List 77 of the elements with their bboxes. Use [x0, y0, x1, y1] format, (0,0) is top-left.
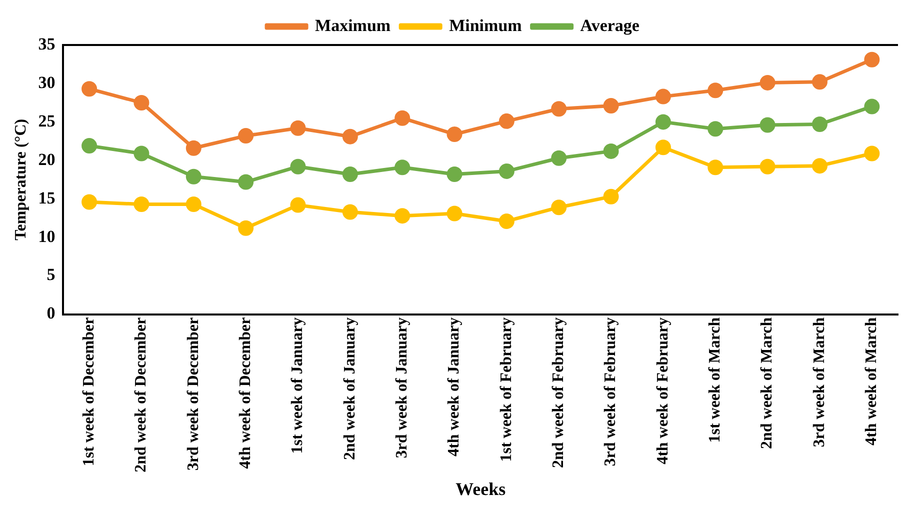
point	[394, 208, 410, 224]
point	[760, 74, 776, 90]
point	[446, 206, 462, 222]
y-tick-label: 30	[38, 72, 56, 92]
point	[864, 52, 880, 68]
point	[603, 98, 619, 114]
y-tick-label: 20	[38, 150, 56, 169]
y-tick-label: 0	[46, 304, 56, 323]
y-tick-label: 15	[38, 188, 56, 208]
point	[498, 163, 514, 179]
point	[708, 160, 724, 176]
point	[812, 158, 828, 174]
y-tick-label: 10	[38, 226, 56, 246]
point	[238, 174, 254, 190]
point	[655, 140, 671, 156]
point	[394, 160, 410, 176]
point	[812, 74, 828, 90]
x-tick-label: 3rd week of December	[184, 317, 202, 471]
point	[760, 158, 776, 174]
legend-label: Average	[580, 16, 640, 35]
x-tick-label: 1st week of January	[289, 317, 306, 454]
y-axis-title: Temperature (°C)	[12, 118, 30, 240]
x-tick-label: 1st week of December	[80, 317, 98, 466]
point	[498, 213, 514, 229]
x-tick-label: 2nd week of January	[341, 317, 358, 460]
legend-label: Minimum	[449, 16, 522, 35]
point	[655, 88, 671, 104]
point	[603, 188, 619, 204]
point	[864, 146, 880, 162]
point	[708, 121, 724, 137]
point	[342, 128, 358, 144]
point	[498, 113, 514, 129]
point	[290, 158, 306, 174]
y-tick-label: 35	[38, 34, 56, 54]
y-tick-label: 25	[38, 111, 56, 130]
point	[186, 140, 202, 156]
x-tick-label: 4th week of February	[654, 317, 672, 464]
point	[238, 128, 254, 144]
point	[82, 194, 98, 210]
point	[134, 94, 150, 110]
x-tick-label: 3rd week of February	[602, 317, 620, 466]
point	[812, 116, 828, 132]
legend-label: Maximum	[315, 16, 391, 35]
point	[82, 138, 98, 154]
point	[760, 117, 776, 133]
point	[864, 98, 880, 114]
x-tick-label: 1st week of February	[498, 317, 515, 462]
x-tick-label: 2nd week of February	[550, 317, 568, 468]
point	[134, 196, 150, 212]
x-tick-label: 3rd week of January	[393, 317, 410, 458]
point	[134, 146, 150, 162]
x-tick-label: 2nd week of December	[132, 317, 150, 472]
point	[342, 204, 358, 220]
point	[290, 197, 306, 213]
point	[446, 166, 462, 182]
point	[394, 110, 410, 126]
point	[551, 200, 567, 216]
point	[342, 166, 358, 182]
x-axis-title: Weeks	[456, 478, 506, 499]
point	[186, 196, 202, 212]
x-tick-label: 2nd week of March	[758, 317, 776, 450]
x-tick-label: 1st week of March	[706, 317, 724, 443]
point	[238, 220, 254, 236]
x-tick-label: 3rd week of March	[810, 317, 828, 448]
point	[186, 168, 202, 184]
x-tick-label: 4th week of March	[863, 317, 880, 446]
x-tick-label: 4th week of December	[236, 317, 254, 469]
point	[603, 143, 619, 159]
point	[551, 150, 567, 166]
point	[655, 114, 671, 130]
point	[551, 101, 567, 117]
point	[82, 81, 98, 97]
x-tick-label: 4th week of January	[446, 317, 463, 456]
point	[290, 120, 306, 136]
y-tick-label: 5	[46, 265, 56, 284]
point	[708, 82, 724, 98]
point	[446, 126, 462, 142]
